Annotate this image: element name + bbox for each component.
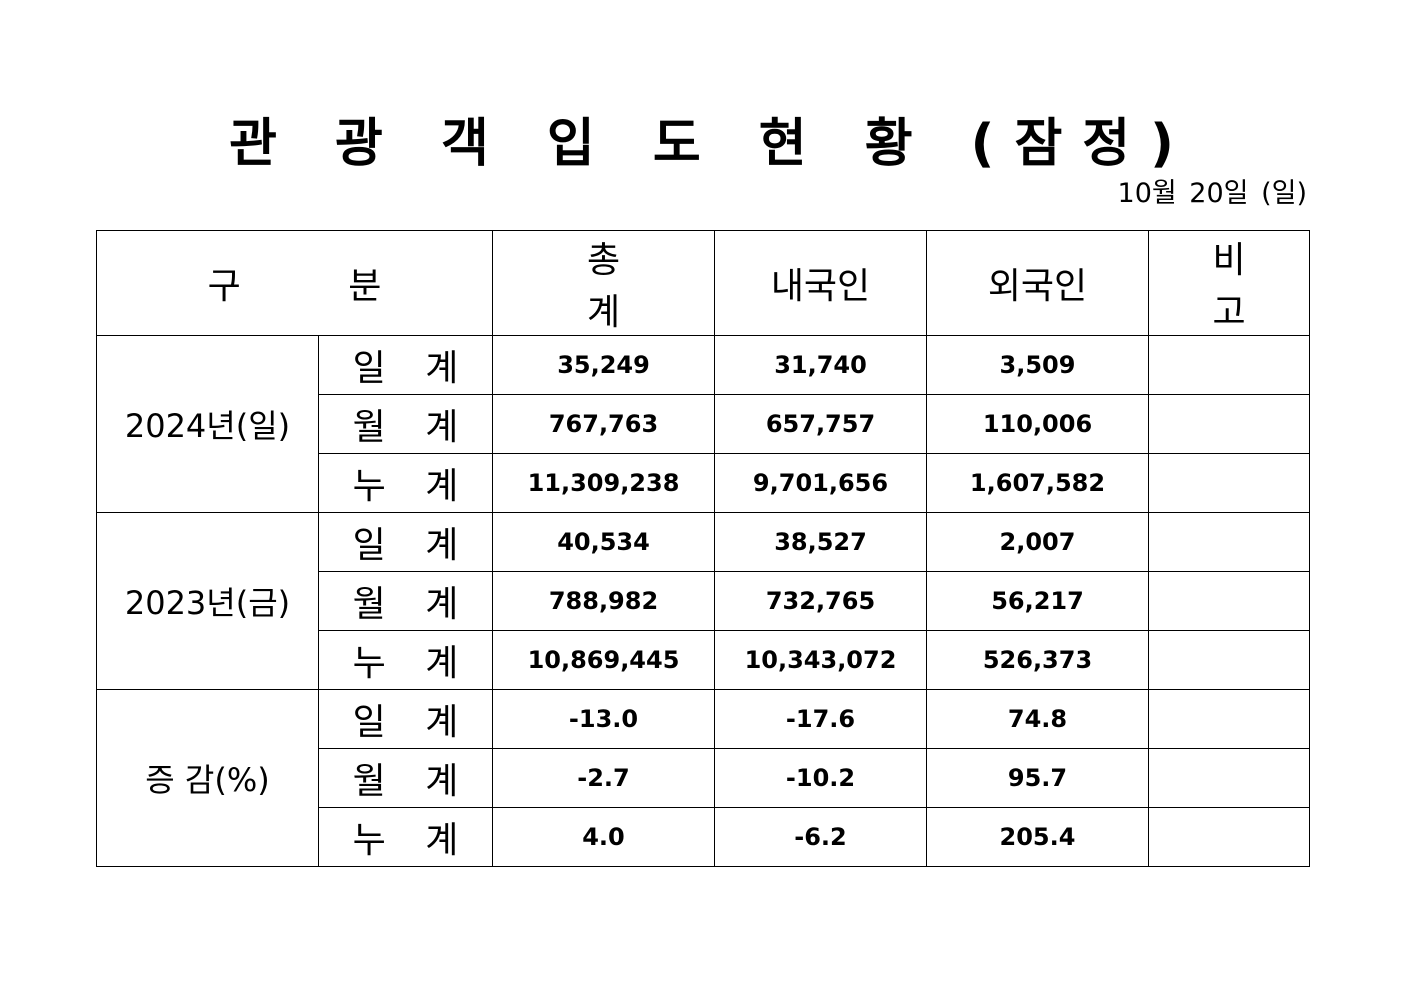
- cell-note: [1148, 453, 1310, 513]
- cell-foreign: 56,217: [926, 571, 1149, 631]
- cell-foreign: 526,373: [926, 630, 1149, 690]
- cell-foreign: 205.4: [926, 807, 1149, 867]
- cell-total: 40,534: [492, 512, 715, 572]
- cell-domestic: -17.6: [714, 689, 927, 749]
- report-date: 10월 20일 (일): [1117, 178, 1307, 209]
- table-row: 누 계 10,869,445 10,343,072 526,373: [97, 630, 1310, 690]
- cell-total: 767,763: [492, 394, 715, 454]
- table-row: 누 계 11,309,238 9,701,656 1,607,582: [97, 453, 1310, 513]
- cell-total: 10,869,445: [492, 630, 715, 690]
- row-label: 일 계: [318, 512, 493, 572]
- cell-domestic: 38,527: [714, 512, 927, 572]
- cell-foreign: 1,607,582: [926, 453, 1149, 513]
- table-row: 2023년(금) 일 계 40,534 38,527 2,007: [96, 512, 1310, 690]
- row-label: 누 계: [318, 453, 493, 513]
- cell-total: -2.7: [492, 748, 715, 808]
- cell-foreign: 3,509: [926, 335, 1149, 395]
- cell-note: [1148, 807, 1310, 867]
- cell-note: [1148, 748, 1310, 808]
- table-row: 월 계 -2.7 -10.2 95.7: [97, 748, 1310, 808]
- table-row: 누 계 4.0 -6.2 205.4: [97, 807, 1310, 867]
- header-total: 총 계: [492, 230, 715, 336]
- cell-note: [1148, 512, 1310, 572]
- header-domestic: 내국인: [714, 230, 927, 336]
- cell-total: 4.0: [492, 807, 715, 867]
- visitor-stats-table: 구 분 총 계 내국인 외국인 비 고 2024년(일) 일 계 35,249 …: [96, 230, 1310, 867]
- group-label-2024: 2024년(일): [96, 335, 319, 513]
- row-label: 일 계: [318, 689, 493, 749]
- cell-note: [1148, 630, 1310, 690]
- table-row: 2024년(일) 일 계 35,249 31,740 3,509: [96, 335, 1310, 513]
- group-label-change: 증 감(%): [96, 689, 319, 867]
- row-label: 월 계: [318, 748, 493, 808]
- cell-note: [1148, 335, 1310, 395]
- cell-total: 35,249: [492, 335, 715, 395]
- cell-note: [1148, 689, 1310, 749]
- header-row: 구 분 총 계 내국인 외국인 비 고: [96, 230, 1310, 336]
- cell-domestic: -10.2: [714, 748, 927, 808]
- cell-total: -13.0: [492, 689, 715, 749]
- header-foreign: 외국인: [926, 230, 1149, 336]
- cell-total: 11,309,238: [492, 453, 715, 513]
- cell-total: 788,982: [492, 571, 715, 631]
- table-row: 증 감(%) 일 계 -13.0 -17.6 74.8: [96, 689, 1310, 867]
- cell-domestic: 657,757: [714, 394, 927, 454]
- row-label: 누 계: [318, 807, 493, 867]
- group-label-2023: 2023년(금): [96, 512, 319, 690]
- header-category: 구 분: [96, 230, 493, 336]
- table-row: 월 계 788,982 732,765 56,217: [97, 571, 1310, 631]
- cell-foreign: 2,007: [926, 512, 1149, 572]
- cell-domestic: -6.2: [714, 807, 927, 867]
- cell-domestic: 31,740: [714, 335, 927, 395]
- cell-note: [1148, 394, 1310, 454]
- cell-domestic: 732,765: [714, 571, 927, 631]
- cell-foreign: 95.7: [926, 748, 1149, 808]
- cell-note: [1148, 571, 1310, 631]
- cell-foreign: 74.8: [926, 689, 1149, 749]
- cell-domestic: 9,701,656: [714, 453, 927, 513]
- row-label: 월 계: [318, 571, 493, 631]
- row-label: 누 계: [318, 630, 493, 690]
- page-title: 관 광 객 입 도 현 황 (잠정): [229, 114, 1194, 174]
- cell-domestic: 10,343,072: [714, 630, 927, 690]
- row-label: 일 계: [318, 335, 493, 395]
- cell-foreign: 110,006: [926, 394, 1149, 454]
- row-label: 월 계: [318, 394, 493, 454]
- header-note: 비 고: [1148, 230, 1310, 336]
